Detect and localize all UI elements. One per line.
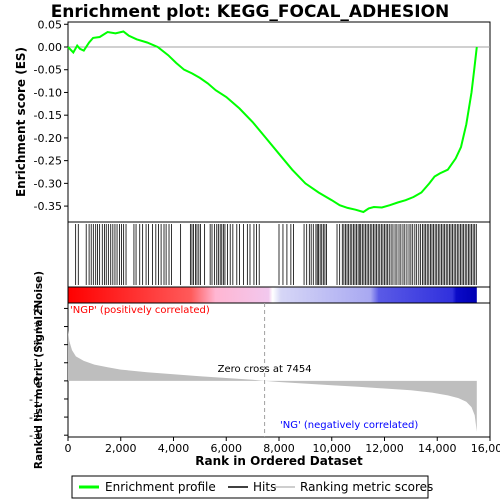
positive-correlation-label: 'NGP' (positively correlated): [70, 305, 210, 316]
es-y-tick-label: -0.05: [34, 64, 62, 77]
es-y-tick-label: 0.00: [38, 41, 63, 54]
color-bar-gradient: [68, 287, 477, 303]
es-y-ticks: 0.05 0.00 -0.05 -0.10 -0.15 -0.20 -0.25 -0.30 -0…: [34, 18, 68, 213]
legend-frame: [71, 475, 429, 499]
legend-label-ranking-metric: Ranking metric scores: [300, 480, 433, 494]
metric-y-tick-label: 0: [33, 375, 40, 388]
es-y-tick-label: 0.05: [38, 18, 63, 31]
x-tick-label: 14,000: [418, 442, 457, 455]
x-tick-label: 6,000: [211, 442, 243, 455]
x-tick-label: 4,000: [158, 442, 190, 455]
metric-y-ticks: 4 3 2 1 0 -1 -2 -3: [29, 302, 68, 442]
metric-panel: 4 3 2 1 0 -1 -2 -3 'NGP' (positively correlated…: [29, 271, 491, 469]
es-panel: 0.05 0.00 -0.05 -0.10 -0.15 -0.20 -0.25 -0.30 -0…: [14, 18, 491, 223]
x-tick-label: 8,000: [263, 442, 295, 455]
es-panel-frame: [67, 21, 491, 223]
ranking-metric-area: [68, 330, 477, 432]
es-y-axis-label: Enrichment score (ES): [14, 47, 28, 197]
x-tick-label: 2,000: [105, 442, 137, 455]
metric-y-axis-label: Ranked list metric (Signal2Noise): [33, 271, 45, 469]
metric-y-tick-label: -1: [29, 393, 40, 406]
es-y-tick-label: -0.15: [34, 109, 62, 122]
metric-y-tick-label: 2: [33, 339, 40, 352]
legend: Enrichment profile Hits Ranking metric s…: [71, 475, 433, 499]
x-axis-label: Rank in Ordered Dataset: [195, 454, 363, 468]
x-tick-label: 10,000: [313, 442, 352, 455]
zero-cross-label: Zero cross at 7454: [218, 364, 312, 375]
metric-y-tick-label: 4: [33, 302, 40, 315]
legend-label-hits: Hits: [253, 480, 276, 494]
metric-y-tick-label: -3: [29, 429, 40, 442]
es-y-tick-label: -0.30: [34, 177, 62, 190]
legend-label-enrichment-profile: Enrichment profile: [105, 480, 216, 494]
x-tick-label: 16,000: [471, 442, 500, 455]
rank-color-bar: [67, 286, 491, 304]
metric-y-tick-label: 1: [33, 357, 40, 370]
enrichment-profile-line: [67, 30, 478, 214]
hit-marks: [75, 224, 477, 285]
x-tick-label: 12,000: [365, 442, 404, 455]
negative-correlation-label: 'NG' (negatively correlated): [280, 420, 418, 431]
es-y-tick-label: -0.35: [34, 200, 62, 213]
es-y-tick-label: -0.10: [34, 86, 62, 99]
metric-y-tick-label: 3: [33, 321, 40, 334]
x-tick-label: 0: [65, 442, 72, 455]
hits-panel: [67, 221, 491, 288]
es-y-tick-label: -0.20: [34, 132, 62, 145]
chart-title: Enrichment plot: KEGG_FOCAL_ADHESION: [51, 2, 450, 22]
es-y-tick-label: -0.25: [34, 155, 62, 168]
metric-y-tick-label: -2: [29, 411, 40, 424]
x-axis-ticks: 0 2,000 4,000 6,000 8,000 10,000 12,000 14,000 1…: [65, 437, 500, 455]
